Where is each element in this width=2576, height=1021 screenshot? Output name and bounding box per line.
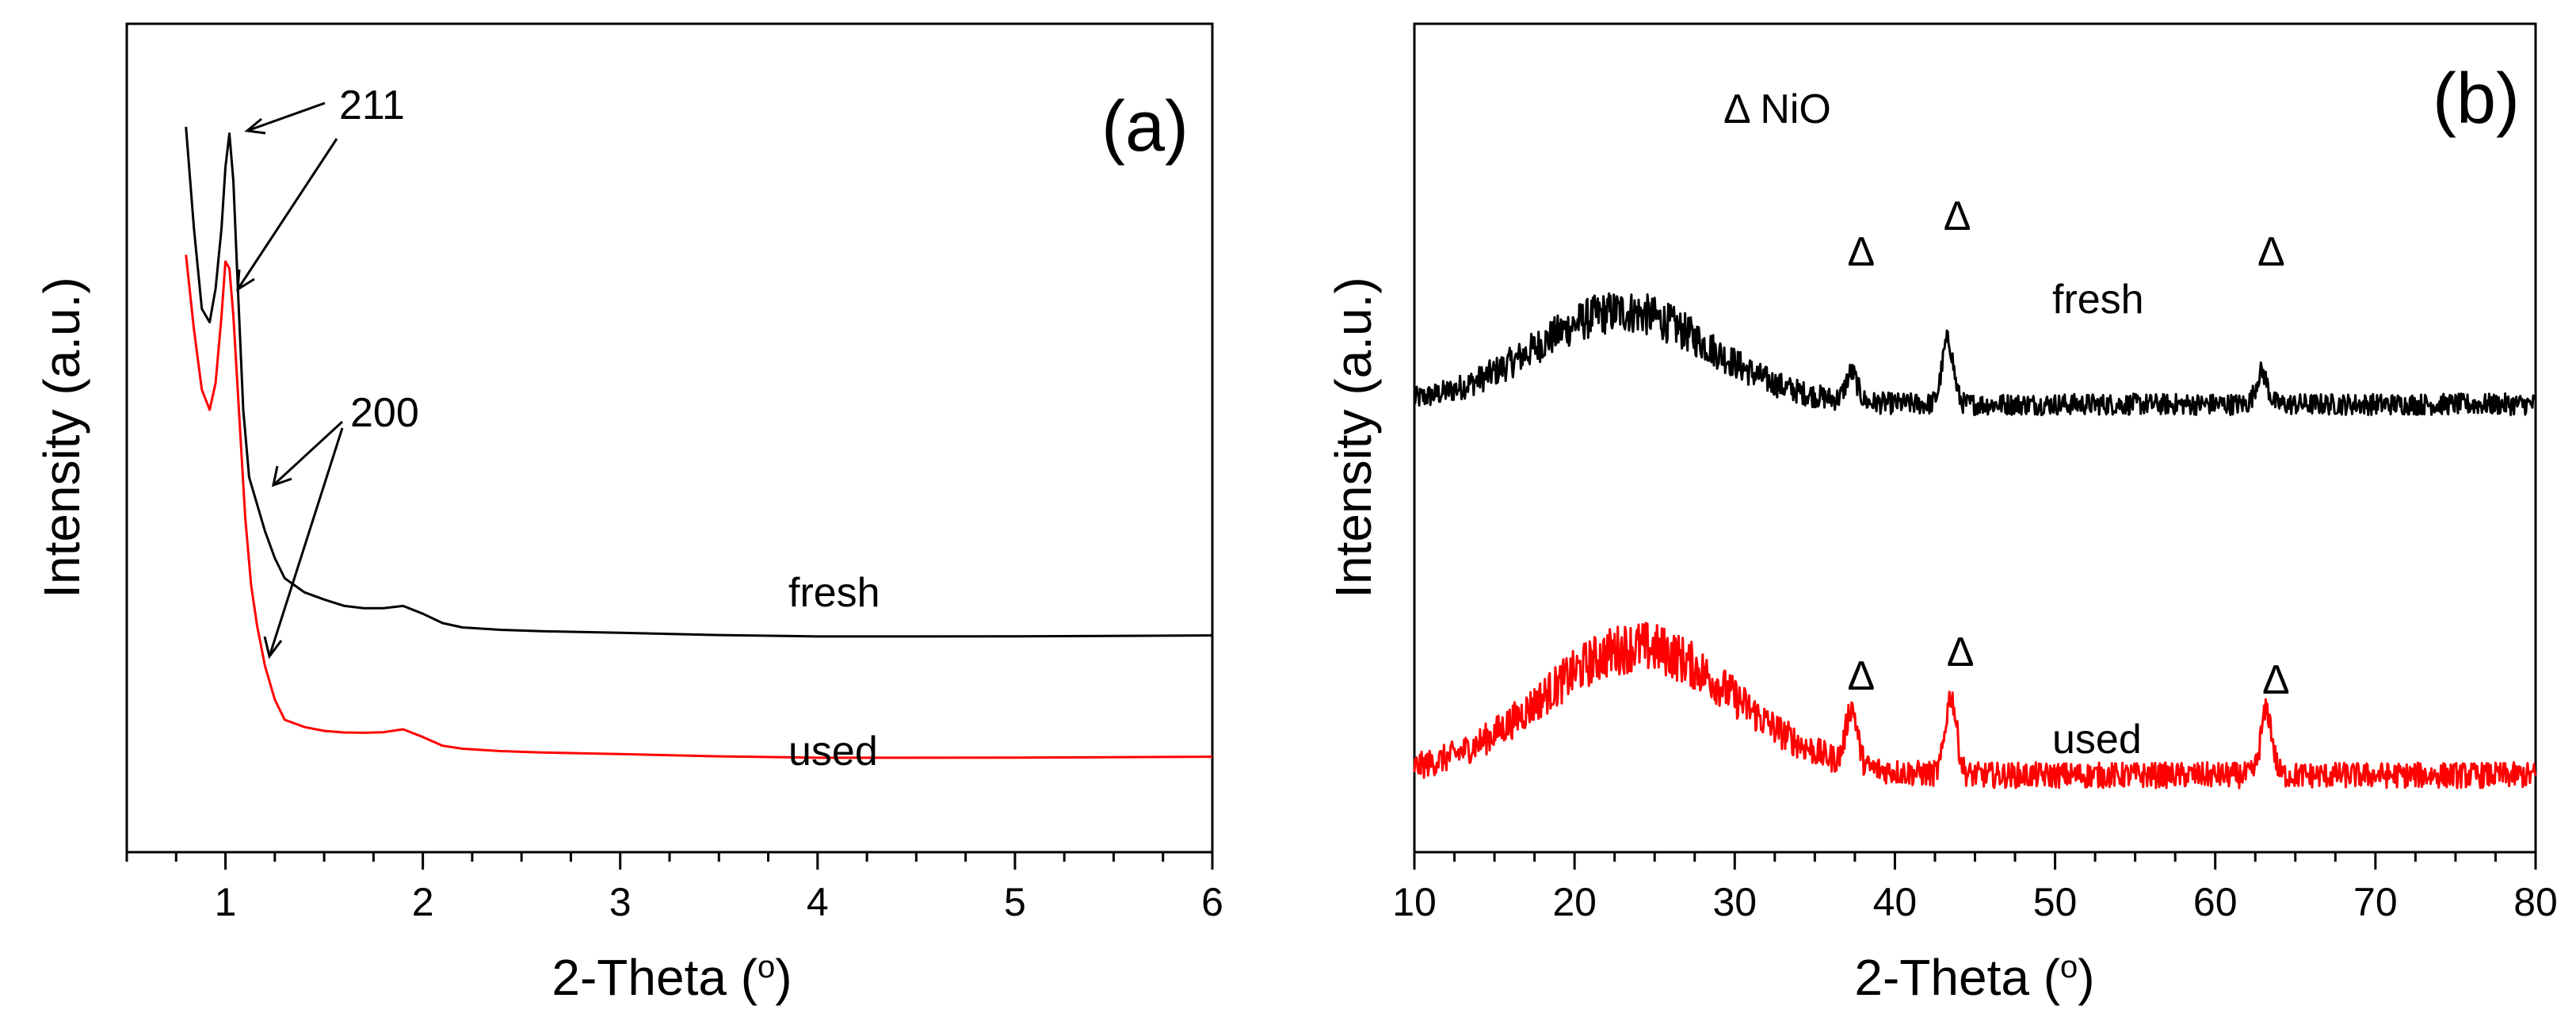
series-label-fresh-a: fresh <box>788 570 880 616</box>
panel-b-x-tick-label: 60 <box>2193 880 2238 924</box>
panel-b-xticks: 10 20 30 40 50 60 70 80 <box>1392 852 2558 924</box>
annotation-211: 211 <box>339 82 405 128</box>
y-axis-title-a: Intensity (a.u.) <box>33 277 90 598</box>
arrow-211-used-head <box>236 269 255 292</box>
panel-a-x-tick-label: 1 <box>215 880 237 924</box>
panel-b-nio-markers: Δ Δ Δ Δ Δ Δ <box>1847 193 2289 703</box>
arrow-211-fresh <box>246 101 326 132</box>
panel-b-series <box>1413 292 2537 790</box>
series-label-fresh-b: fresh <box>2052 277 2144 323</box>
panel-label-a: (a) <box>1101 87 1189 166</box>
series-line-fresh-a <box>185 126 1213 638</box>
x-axis-title-b-degree: o <box>2060 950 2078 985</box>
arrow-200-used-head <box>263 636 283 660</box>
x-axis-title-a: 2-Theta (o) <box>551 949 792 1006</box>
nio-marker-used: Δ <box>1947 629 1975 675</box>
panel-a-frame <box>125 22 1214 854</box>
panel-b-x-tick-label: 40 <box>1873 880 1918 924</box>
series-line-used-a <box>185 254 1213 759</box>
x-axis-title-a-close: ) <box>775 949 792 1006</box>
y-axis-title-b: Intensity (a.u.) <box>1325 277 1382 598</box>
x-axis-title-b: 2-Theta (o) <box>1854 949 2094 1006</box>
arrow-200-used <box>268 427 344 657</box>
panel-label-b: (b) <box>2433 59 2520 139</box>
panel-a-arrows <box>236 101 344 660</box>
arrow-200-fresh <box>272 420 344 487</box>
nio-marker-used: Δ <box>1847 653 1875 699</box>
arrow-211-used <box>236 138 338 290</box>
panel-b-frame <box>1413 22 2537 854</box>
arrow-200-fresh-head <box>271 465 292 488</box>
series-label-used-b: used <box>2052 717 2142 763</box>
nio-marker-used: Δ <box>2262 657 2290 703</box>
panel-a: 1 2 3 4 5 6 211 200 fresh used (a) Intensity … <box>33 22 1223 1006</box>
panel-a-x-tick-label: 6 <box>1201 880 1223 924</box>
panel-a-x-tick-label: 4 <box>807 880 829 924</box>
x-axis-title-a-main: 2-Theta ( <box>551 949 758 1006</box>
panel-b: 10 20 30 40 50 60 70 80 Δ Δ Δ Δ Δ Δ Δ NiO fresh used… <box>1325 22 2558 1006</box>
panel-b-x-tick-label: 30 <box>1712 880 1757 924</box>
panel-b-x-tick-label: 50 <box>2033 880 2078 924</box>
panel-a-x-tick-label: 3 <box>609 880 632 924</box>
panel-b-x-tick-label: 70 <box>2353 880 2398 924</box>
panel-a-x-tick-label: 2 <box>412 880 434 924</box>
series-label-used-a: used <box>788 728 878 774</box>
x-axis-title-b-main: 2-Theta ( <box>1854 949 2060 1006</box>
panel-b-x-tick-label: 10 <box>1392 880 1437 924</box>
series-line-fresh-b <box>1413 292 2536 416</box>
nio-marker-fresh: Δ <box>1944 193 1971 239</box>
nio-marker-fresh: Δ <box>1847 229 1875 275</box>
arrow-211-fresh-head <box>244 117 266 135</box>
x-axis-title-b-close: ) <box>2078 949 2094 1006</box>
x-axis-title-a-degree: o <box>758 950 775 985</box>
legend-nio: Δ NiO <box>1723 86 1831 132</box>
panel-b-x-tick-label: 20 <box>1552 880 1597 924</box>
nio-marker-fresh: Δ <box>2257 229 2285 275</box>
panel-a-series <box>185 126 1213 759</box>
annotation-200: 200 <box>350 390 419 436</box>
panel-a-xticks: 1 2 3 4 5 6 <box>125 852 1223 924</box>
series-line-used-b <box>1413 621 2537 790</box>
panel-a-x-tick-label: 5 <box>1004 880 1026 924</box>
panel-b-x-tick-label: 80 <box>2513 880 2558 924</box>
